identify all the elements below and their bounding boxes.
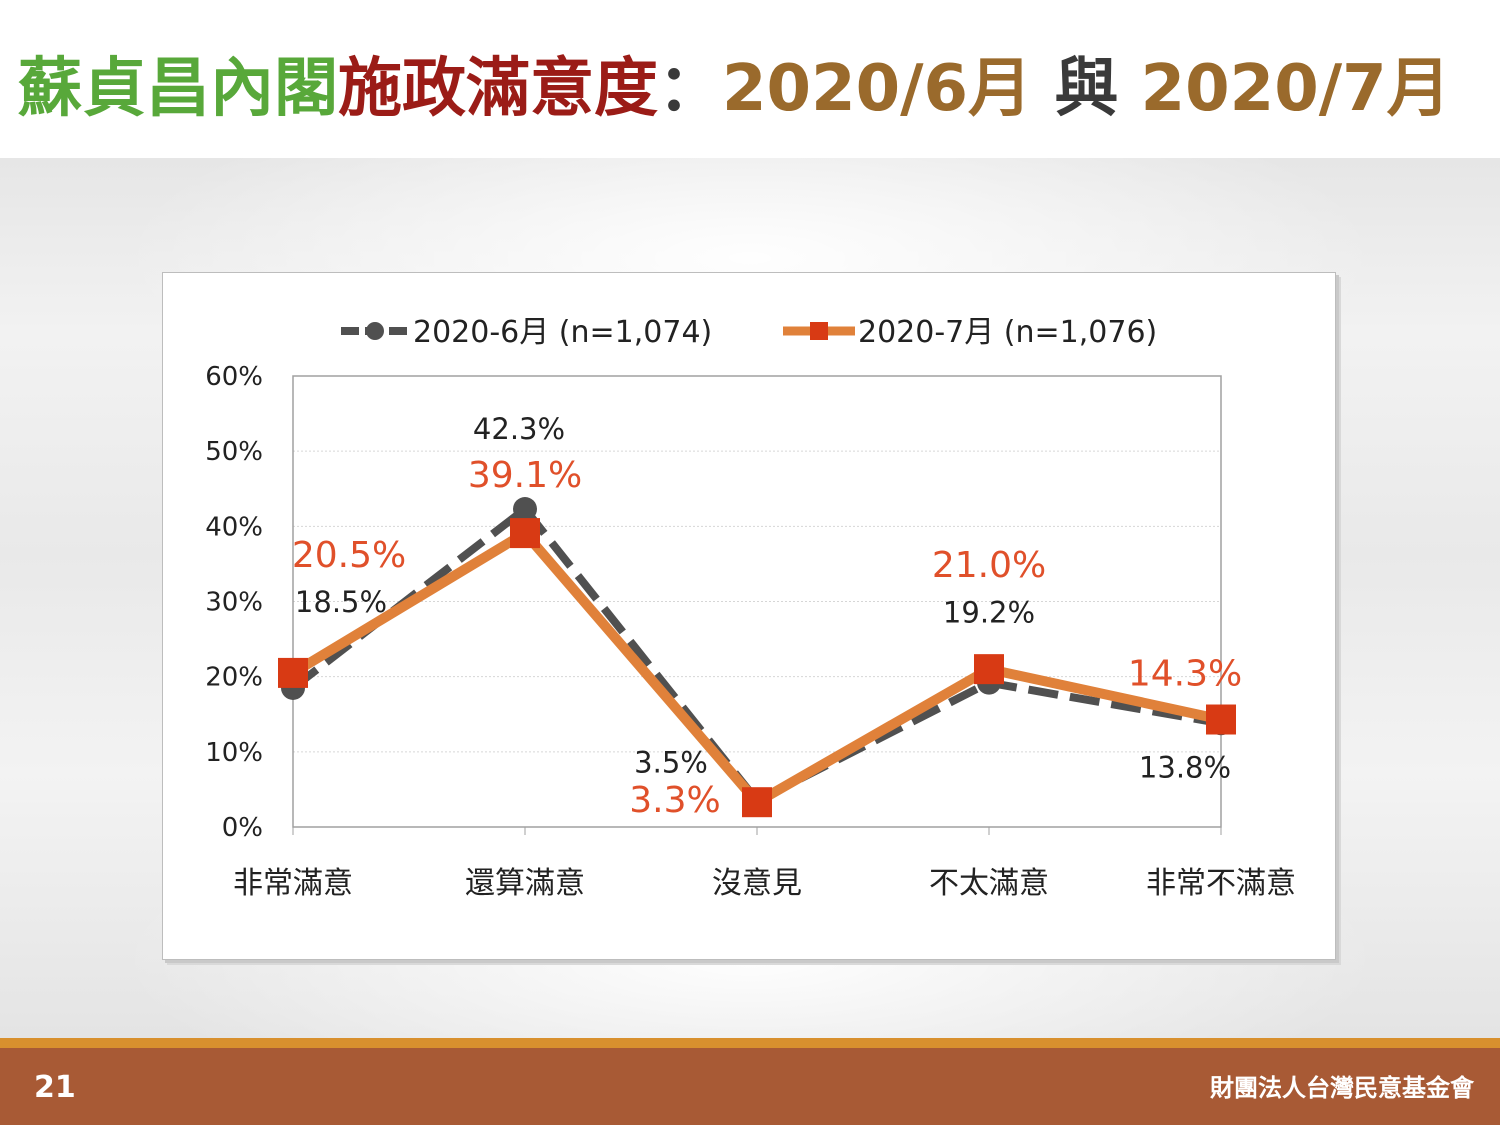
x-tick-label: 非常不滿意	[1146, 866, 1296, 901]
x-tick-label: 非常滿意	[233, 866, 353, 901]
data-label-july: 3.3%	[629, 780, 720, 821]
title-separator: 與	[1032, 52, 1141, 126]
legend-marker-june	[366, 322, 384, 340]
title-part-cabinet: 蘇貞昌內閣	[18, 52, 338, 126]
series-line-june	[290, 505, 1222, 805]
data-label-june: 42.3%	[473, 412, 565, 446]
page-title: 蘇貞昌內閣施政滿意度：2020/6月 與 2020/7月	[18, 44, 1451, 134]
legend-marker-july	[810, 322, 828, 340]
page-number: 21	[34, 1070, 76, 1105]
y-tick-label: 20%	[205, 663, 263, 693]
chart-frame: 0% 10% 20% 30% 40% 50% 60% 非常滿意 還算滿意 沒意見 不太滿意 非常不滿意…	[162, 272, 1336, 960]
x-tick-label: 還算滿意	[465, 866, 585, 901]
data-point-july	[1206, 704, 1236, 735]
title-part-july: 2020/7月	[1140, 52, 1451, 126]
data-label-july: 39.1%	[468, 455, 582, 496]
y-tick-label: 60%	[205, 362, 263, 392]
data-label-june: 19.2%	[943, 596, 1035, 630]
data-label-june: 13.8%	[1139, 750, 1231, 784]
title-bar: 蘇貞昌內閣施政滿意度：2020/6月 與 2020/7月	[0, 0, 1500, 158]
legend-label-june: 2020-6月 (n=1,074)	[413, 315, 712, 350]
x-tick-label: 沒意見	[712, 866, 802, 901]
line-chart: 0% 10% 20% 30% 40% 50% 60% 非常滿意 還算滿意 沒意見 不太滿意 非常不滿意…	[205, 315, 1296, 901]
legend-label-july: 2020-7月 (n=1,076)	[858, 315, 1157, 350]
data-label-july: 14.3%	[1128, 654, 1242, 695]
data-label-july: 21.0%	[932, 545, 1046, 586]
data-point-june	[513, 497, 537, 522]
data-label-june: 18.5%	[295, 585, 387, 619]
x-tick-label: 不太滿意	[929, 866, 1049, 901]
title-part-satisfaction: 施政滿意度	[338, 52, 658, 126]
footer-stripe	[0, 1038, 1500, 1048]
title-colon: ：	[658, 52, 722, 126]
series-line-july	[290, 528, 1223, 808]
y-tick-label: 40%	[205, 512, 263, 542]
data-point-july	[510, 518, 540, 549]
footer: 21 財團法人台灣民意基金會	[0, 1048, 1500, 1125]
y-tick-label: 30%	[205, 588, 263, 618]
organization-name: 財團法人台灣民意基金會	[1210, 1074, 1474, 1102]
y-tick-label: 50%	[205, 437, 263, 467]
y-tick-label: 10%	[205, 738, 263, 768]
data-point-july	[278, 657, 308, 688]
data-point-july	[742, 787, 772, 818]
data-label-june: 3.5%	[634, 746, 708, 780]
data-point-july	[974, 654, 1004, 685]
y-tick-label: 0%	[222, 813, 263, 843]
title-part-june: 2020/6月	[722, 52, 1033, 126]
data-label-july: 20.5%	[292, 535, 406, 576]
